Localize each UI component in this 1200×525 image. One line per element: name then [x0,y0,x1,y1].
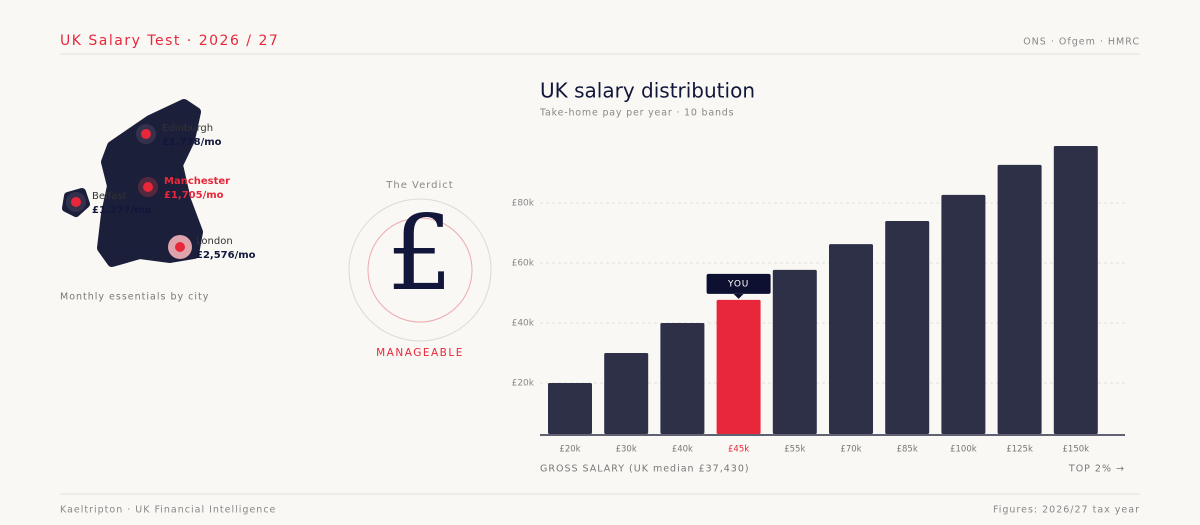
city-cost: £1,277/mo [92,205,152,216]
x-tick-label: £150k [1063,445,1090,455]
chart-note: TOP 2% → [1068,464,1125,475]
y-tick-label: £80k [512,199,535,209]
city-dot [71,197,81,207]
city-name: London [196,236,233,247]
verdict-outer-ring [348,198,492,342]
city-name: Belfast [92,191,127,202]
x-tick-label: £100k [950,445,977,455]
footer-left: Kaeltripton · UK Financial Intelligence [60,505,276,516]
x-tick-label: £30k [616,445,637,455]
you-tooltip-label: YOU [727,279,749,289]
x-tick-label: £85k [897,445,918,455]
x-tick-label: £55k [784,445,805,455]
x-tick-label: £40k [672,445,693,455]
city-dot [175,242,185,252]
bar [997,164,1042,434]
bar [941,194,986,434]
verdict-symbol: £ [387,192,453,314]
chart-title: UK salary distribution [540,79,755,103]
x-tick-label: £45k [728,445,749,455]
bar [548,383,592,434]
header-sources: ONS · Ofgem · HMRC [1023,37,1140,48]
bar [716,299,761,434]
bar [772,269,817,434]
city-cost: £1,778/mo [162,137,222,148]
you-tooltip [706,273,771,294]
bar [660,323,705,434]
bar [829,244,873,434]
x-axis-label: GROSS SALARY (UK median £37,430) [540,464,750,475]
city-cost: £2,576/mo [196,250,256,261]
y-tick-label: £20k [512,379,535,389]
x-tick-label: £125k [1006,445,1033,455]
y-tick-label: £40k [512,319,535,329]
verdict-inner-ring [367,217,473,323]
bar [885,221,930,434]
city-name: Edinburgh [162,123,213,134]
city-dot [143,182,153,192]
map-caption: Monthly essentials by city [60,292,209,303]
verdict-result: MANAGEABLE [376,347,464,359]
bar [604,353,649,434]
x-tick-label: £70k [840,445,861,455]
y-tick-label: £60k [512,259,535,269]
city-cost: £1,705/mo [164,190,224,201]
city-dot [141,129,151,139]
header-title: UK Salary Test · 2026 / 27 [60,33,279,49]
bar [1053,146,1098,434]
you-tooltip-arrow [733,293,744,299]
x-tick-label: £20k [559,445,580,455]
verdict-label: The Verdict [385,180,453,191]
chart-subtitle: Take-home pay per year · 10 bands [539,108,734,119]
city-name: Manchester [164,176,230,187]
footer-right: Figures: 2026/27 tax year [993,505,1140,516]
